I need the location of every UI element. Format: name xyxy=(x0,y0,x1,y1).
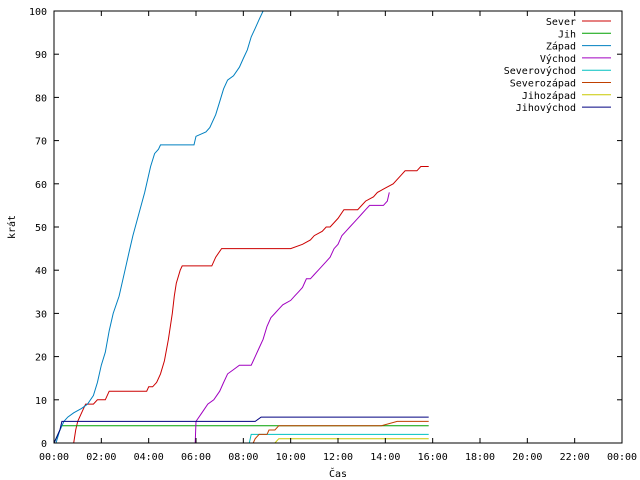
series-layer xyxy=(53,10,429,444)
y-tick-label: 10 xyxy=(35,396,47,407)
series-line-4 xyxy=(194,192,390,444)
y-tick-label: 90 xyxy=(35,50,47,61)
legend-label: Východ xyxy=(540,53,576,65)
y-tick-label: 0 xyxy=(41,439,47,450)
y-tick-label: 50 xyxy=(35,223,47,234)
x-tick-label: 22:00 xyxy=(560,452,590,463)
y-tick-label: 60 xyxy=(35,180,47,191)
x-tick-label: 02:00 xyxy=(86,452,116,463)
x-tick-label: 04:00 xyxy=(134,452,164,463)
legend-label: Severovýchod xyxy=(504,65,576,77)
x-tick-label: 10:00 xyxy=(276,452,306,463)
y-tick-label: 30 xyxy=(35,309,47,320)
x-tick-label: 06:00 xyxy=(181,452,211,463)
legend-label: Západ xyxy=(546,41,576,53)
legend-label: Severozápad xyxy=(510,78,576,90)
y-tick-label: 40 xyxy=(35,266,47,277)
series-line-7 xyxy=(274,438,429,444)
legend-label: Jih xyxy=(558,29,576,40)
series-line-3 xyxy=(55,10,264,444)
x-tick-label: 00:00 xyxy=(39,452,69,463)
x-axis-label: Čas xyxy=(329,467,347,480)
series-line-6 xyxy=(252,420,429,444)
series-line-5 xyxy=(248,433,429,444)
y-axis: 0 10 20 30 40 50 60 70 80 90 100 xyxy=(29,7,622,450)
x-tick-label: 08:00 xyxy=(228,452,258,463)
x-tick-label: 18:00 xyxy=(465,452,495,463)
series-line-8 xyxy=(53,416,429,444)
series-line-1 xyxy=(73,166,429,444)
x-tick-label: 20:00 xyxy=(512,452,542,463)
x-axis: 00:00 02:00 04:00 06:00 08:00 10:00 12:00 14:00… xyxy=(39,11,637,463)
x-tick-label: 16:00 xyxy=(418,452,448,463)
legend-label: Sever xyxy=(546,17,576,28)
y-tick-label: 80 xyxy=(35,93,47,104)
y-tick-label: 70 xyxy=(35,137,47,148)
y-axis-label: krát xyxy=(6,215,18,239)
y-tick-label: 20 xyxy=(35,353,47,364)
legend-label: Jihovýchod xyxy=(516,102,576,114)
x-tick-label: 00:00 xyxy=(607,452,637,463)
x-tick-label: 14:00 xyxy=(370,452,400,463)
x-tick-label: 12:00 xyxy=(323,452,353,463)
legend: SeverJihZápadVýchodSeverovýchodSeverozáp… xyxy=(504,17,611,114)
legend-label: Jihozápad xyxy=(522,90,576,102)
y-tick-label: 100 xyxy=(29,7,47,18)
